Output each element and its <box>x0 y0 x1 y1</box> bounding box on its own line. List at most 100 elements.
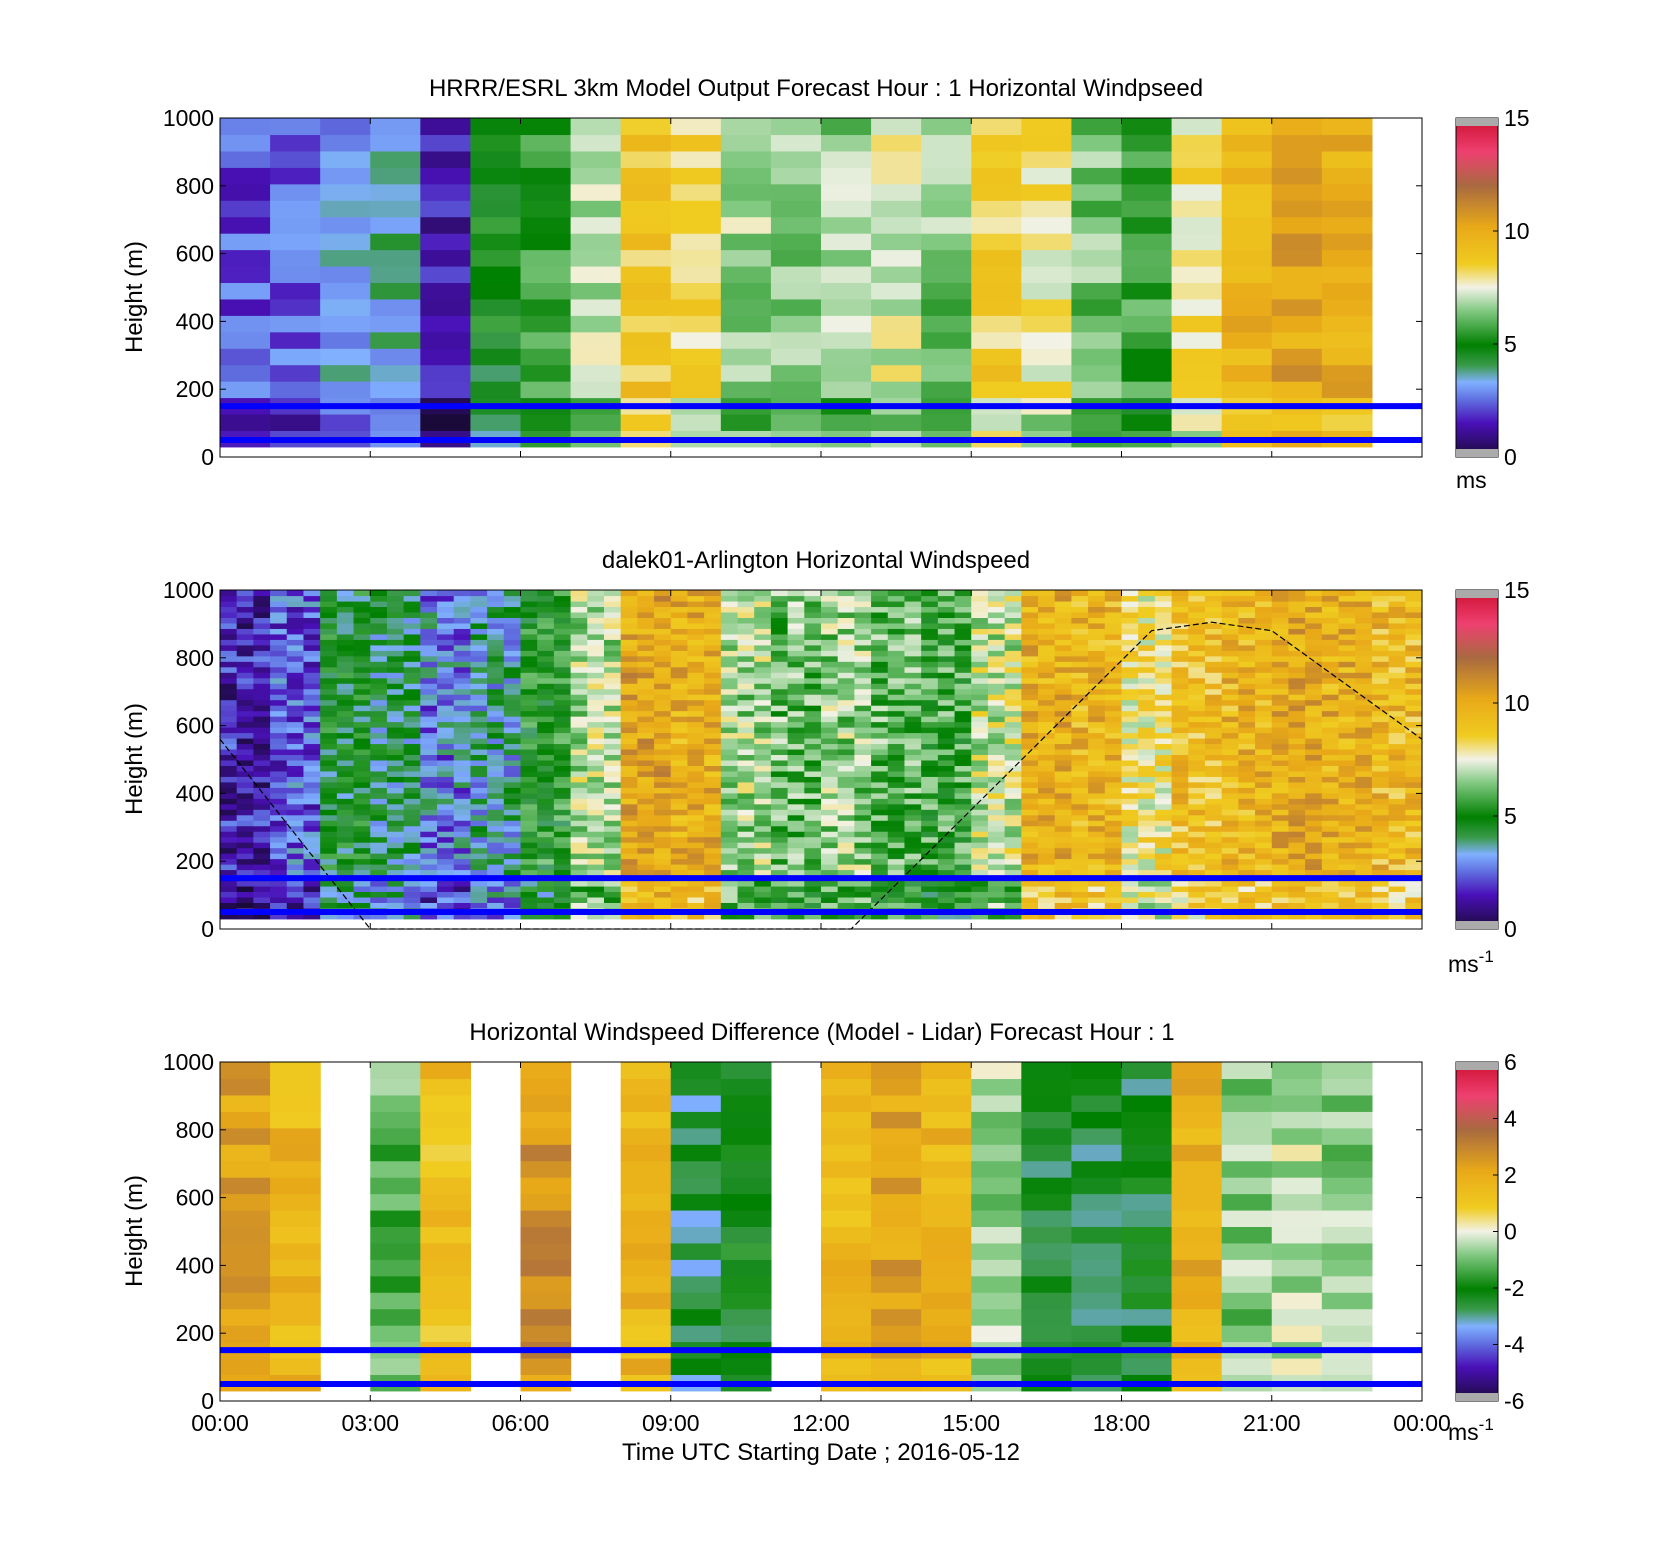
heatmap-cell <box>336 716 355 723</box>
heatmap-cell <box>1004 590 1022 597</box>
heatmap-cell <box>1321 748 1340 756</box>
heatmap-cell <box>1288 765 1306 772</box>
heatmap-cell <box>971 249 1022 267</box>
heatmap-cell <box>787 836 805 843</box>
heatmap-cell <box>704 661 722 668</box>
heatmap-cell <box>1171 787 1189 794</box>
heatmap-cell <box>921 249 972 267</box>
heatmap-cell <box>971 787 989 794</box>
heatmap-cell <box>1088 600 1106 608</box>
heatmap-cell <box>754 737 772 745</box>
heatmap-cell <box>1288 902 1306 909</box>
heatmap-cell <box>1104 847 1123 854</box>
heatmap-cell <box>603 776 622 783</box>
heatmap-cell <box>687 754 705 761</box>
heatmap-cell <box>603 831 622 838</box>
heatmap-cell <box>320 776 338 783</box>
heatmap-cell <box>487 666 505 673</box>
heatmap-cell <box>487 853 505 860</box>
heatmap-cell <box>987 628 1006 635</box>
heatmap-cell <box>1121 694 1139 701</box>
heatmap-cell <box>386 595 405 602</box>
heatmap-cell <box>1405 765 1423 772</box>
heatmap-cell <box>270 1062 321 1080</box>
heatmap-cell <box>437 759 455 766</box>
heatmap-cell <box>1188 809 1206 816</box>
heatmap-cell <box>603 677 622 684</box>
heatmap-cell <box>370 896 388 903</box>
heatmap-cell <box>520 847 538 854</box>
heatmap-cell <box>1338 842 1356 849</box>
heatmap-cell <box>587 885 605 893</box>
heatmap-cell <box>1221 167 1273 185</box>
heatmap-cell <box>520 617 538 624</box>
heatmap-cell <box>336 798 355 805</box>
heatmap-cell <box>904 858 922 865</box>
heatmap-cell <box>954 748 972 756</box>
heatmap-cell <box>1321 233 1373 251</box>
heatmap-cell <box>487 595 505 602</box>
heatmap-cell <box>1238 880 1256 887</box>
heatmap-cell <box>403 825 421 832</box>
heatmap-cell <box>887 913 906 920</box>
heatmap-cell <box>537 891 555 898</box>
heatmap-cell <box>921 666 939 673</box>
heatmap-cell <box>1121 754 1139 761</box>
heatmap-cell <box>570 672 588 679</box>
heatmap-cell <box>437 902 455 909</box>
heatmap-cell <box>1138 633 1156 640</box>
heatmap-cell <box>1104 770 1123 777</box>
heatmap-cell <box>1138 710 1156 717</box>
heatmap-cell <box>270 118 321 136</box>
heatmap-cell <box>887 814 906 821</box>
heatmap-cell <box>687 853 705 860</box>
heatmap-cell <box>1405 836 1423 843</box>
heatmap-cell <box>1305 683 1323 690</box>
heatmap-cell <box>570 814 588 821</box>
heatmap-cell <box>520 639 538 646</box>
heatmap-cell <box>1188 655 1206 662</box>
heatmap-cell <box>704 896 722 903</box>
heatmap-cell <box>871 896 889 903</box>
heatmap-cell <box>520 606 538 613</box>
heatmap-cell <box>787 896 805 903</box>
heatmap-cell <box>754 600 772 608</box>
heatmap-cell <box>620 381 672 399</box>
heatmap-cell <box>570 842 588 849</box>
heatmap-cell <box>1321 249 1373 267</box>
heatmap-cell <box>403 858 421 865</box>
heatmap-cell <box>520 770 538 777</box>
heatmap-cell <box>303 628 321 635</box>
heatmap-cell <box>1255 622 1273 629</box>
heatmap-cell <box>1071 683 1089 690</box>
heatmap-cell <box>754 590 772 597</box>
heatmap-cell <box>1138 622 1156 629</box>
heatmap-cell <box>453 825 472 832</box>
heatmap-cell <box>220 167 271 185</box>
heatmap-cell <box>336 814 355 821</box>
heatmap-cell <box>520 787 538 794</box>
heatmap-cell <box>871 606 889 613</box>
heatmap-cell <box>1338 781 1356 788</box>
heatmap-cell <box>687 891 705 898</box>
heatmap-cell <box>220 650 238 657</box>
heatmap-cell <box>1021 727 1039 734</box>
heatmap-cell <box>1038 781 1056 788</box>
heatmap-cell <box>420 743 438 750</box>
heatmap-cell <box>386 688 405 695</box>
heatmap-cell <box>687 639 705 646</box>
heatmap-cell <box>386 754 405 761</box>
heatmap-cell <box>770 348 822 366</box>
heatmap-cell <box>987 913 1006 920</box>
heatmap-cell <box>286 617 305 624</box>
heatmap-cell <box>1321 348 1373 366</box>
heatmap-cell <box>620 831 638 838</box>
heatmap-cell <box>821 759 839 766</box>
heatmap-cell <box>971 183 1022 201</box>
heatmap-cell <box>453 831 472 838</box>
heatmap-cell <box>1154 727 1173 734</box>
heatmap-cell <box>1255 655 1273 662</box>
heatmap-cell <box>871 781 889 788</box>
heatmap-cell <box>587 655 605 662</box>
heatmap-cell <box>386 650 405 657</box>
